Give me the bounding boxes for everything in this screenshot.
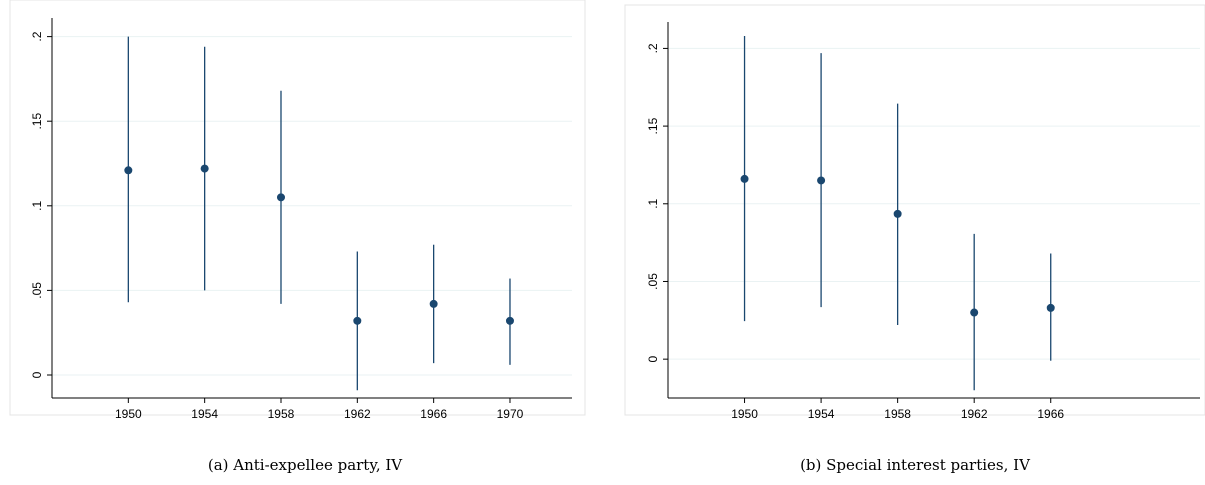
x-tick-label: 1970 [497,407,524,421]
y-tick-label: .2 [30,31,44,41]
y-tick-label: .15 [30,113,44,130]
panel-frame [624,4,1205,416]
point [429,299,438,308]
y-tick-label: .1 [30,200,44,210]
caption: (a) Anti-expellee party, IV [208,456,403,474]
point [200,164,209,173]
y-tick-label: .05 [646,273,660,290]
y-tick-label: .15 [646,117,660,134]
point [893,209,902,218]
y-tick-label: .05 [30,282,44,299]
x-tick-label: 1966 [1037,407,1064,421]
point [353,316,362,325]
point [505,316,514,325]
x-tick-label: 1958 [268,407,295,421]
y-tick-label: .2 [646,43,660,53]
caption: (b) Special interest parties, IV [800,456,1031,474]
x-tick-label: 1954 [808,407,835,421]
x-tick-label: 1950 [115,407,142,421]
x-tick-label: 1966 [420,407,447,421]
y-tick-label: 0 [646,356,660,363]
point [740,174,749,183]
point [817,176,826,185]
point [1046,303,1055,312]
x-tick-label: 1950 [731,407,758,421]
x-tick-label: 1962 [344,407,371,421]
x-tick-label: 1958 [884,407,911,421]
panel-frame [9,0,586,416]
point [970,308,979,317]
y-tick-label: .1 [646,198,660,208]
point [276,193,285,202]
x-tick-label: 1954 [191,407,218,421]
point [124,166,133,175]
y-tick-label: 0 [30,371,44,378]
x-tick-label: 1962 [961,407,988,421]
